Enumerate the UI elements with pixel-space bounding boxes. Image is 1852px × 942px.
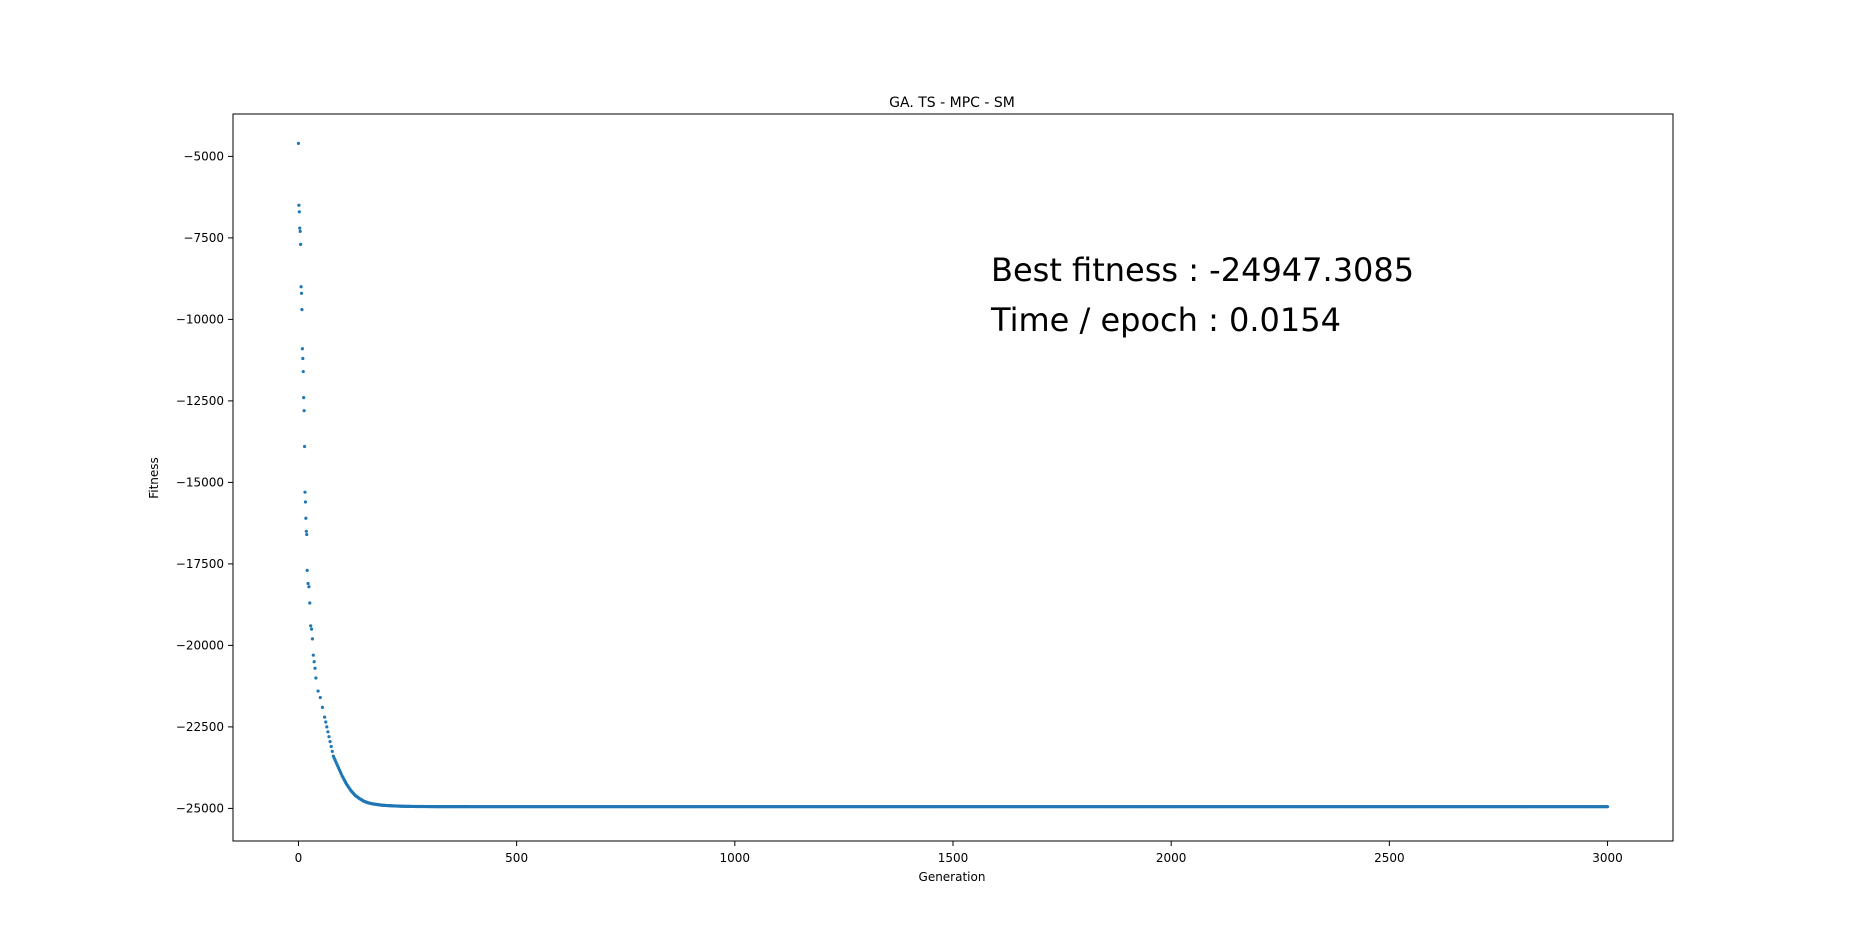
data-point	[303, 490, 307, 494]
data-point	[304, 529, 308, 533]
data-point	[302, 396, 306, 400]
data-point	[296, 141, 301, 145]
data-point	[300, 308, 304, 312]
data-point	[298, 226, 302, 230]
y-tick-label: −7500	[183, 231, 224, 245]
data-point	[312, 660, 316, 664]
data-point	[313, 666, 317, 670]
data-point	[329, 744, 333, 749]
chart-title: GA. TS - MPC - SM	[889, 95, 1015, 111]
data-point	[318, 695, 322, 700]
data-point	[305, 532, 309, 537]
data-point	[297, 210, 301, 214]
data-point	[310, 637, 315, 641]
data-point	[299, 285, 303, 289]
x-tick-label: 3000	[1592, 851, 1623, 865]
y-tick-label: −12500	[176, 394, 224, 408]
x-tick-label: 1500	[938, 851, 969, 865]
data-point	[299, 291, 304, 295]
data-point	[305, 568, 309, 573]
data-point	[298, 229, 302, 233]
data-point	[323, 715, 327, 719]
data-point	[316, 689, 320, 693]
data-point	[1605, 805, 1610, 809]
data-point	[301, 356, 305, 361]
y-tick-label: −20000	[176, 638, 224, 652]
data-point	[300, 347, 304, 351]
data-point	[302, 409, 306, 413]
data-point	[297, 203, 301, 207]
x-tick-label: 2500	[1374, 851, 1405, 865]
y-axis-label: Fitness	[147, 457, 161, 499]
data-point	[301, 369, 305, 374]
data-point	[309, 624, 313, 628]
best-fitness-annotation: Best fitness : -24947.3085	[991, 251, 1414, 289]
data-point	[304, 516, 308, 520]
data-point	[327, 735, 331, 739]
data-point	[306, 581, 310, 586]
data-point	[330, 749, 334, 753]
x-tick-label: 2000	[1156, 851, 1187, 865]
x-tick-label: 0	[295, 851, 303, 865]
time-per-epoch-annotation: Time / epoch : 0.0154	[990, 301, 1341, 339]
x-tick-label: 500	[505, 851, 528, 865]
y-tick-label: −5000	[183, 149, 224, 163]
data-point	[307, 585, 311, 589]
data-point	[325, 725, 329, 729]
data-point	[302, 444, 307, 449]
data-point	[320, 705, 325, 709]
data-point	[314, 676, 318, 680]
data-point	[311, 653, 315, 657]
data-point	[324, 720, 328, 724]
data-point	[303, 500, 308, 504]
x-axis: 0 500 1000 1500 2000 2500 3000	[295, 841, 1623, 865]
data-point	[308, 601, 312, 605]
x-axis-label: Generation	[919, 870, 986, 884]
data-point	[299, 242, 303, 246]
data-point	[328, 739, 332, 744]
y-tick-label: −22500	[176, 720, 224, 734]
y-tick-label: −17500	[176, 557, 224, 571]
x-tick-label: 1000	[720, 851, 751, 865]
data-point	[326, 730, 330, 734]
y-tick-label: −25000	[176, 801, 224, 815]
plot-area	[296, 141, 1610, 809]
data-point	[309, 627, 314, 631]
y-tick-label: −15000	[176, 475, 224, 489]
y-axis: −5000 −7500 −10000 −12500 −15000 −17500 −20000…	[176, 149, 233, 815]
y-tick-label: −10000	[176, 312, 224, 326]
